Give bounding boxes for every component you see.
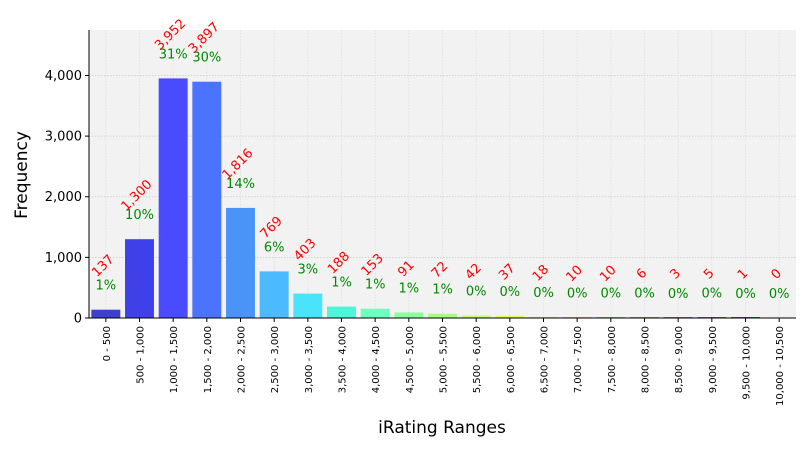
y-axis-title: Frequency <box>12 131 32 219</box>
x-tick-label: 10,000 - 10,500 <box>775 326 786 406</box>
bar <box>529 316 558 318</box>
percent-label: 0% <box>533 286 554 301</box>
percent-label: 0% <box>500 285 521 300</box>
bar <box>293 293 323 318</box>
x-tick-label: 8,000 - 8,500 <box>641 326 652 393</box>
x-axis-title: iRating Ranges <box>378 418 506 438</box>
percent-label: 1% <box>365 278 386 293</box>
percent-label: 0% <box>601 286 622 301</box>
x-tick-label: 6,000 - 6,500 <box>506 326 517 393</box>
y-tick-label: 0 <box>74 312 82 327</box>
x-axis: 0 - 500 500 - 1,000 1,000 - 1,500 1,500 - 2… <box>89 317 796 406</box>
percent-label: 1% <box>399 281 420 296</box>
percent-label: 1% <box>96 279 117 294</box>
x-tick-label: 1,000 - 1,500 <box>169 326 180 393</box>
bar <box>394 312 424 318</box>
y-tick-label: 3,000 <box>45 130 82 145</box>
percent-label: 0% <box>702 287 723 302</box>
y-tick-label: 4,000 <box>45 69 82 84</box>
bar <box>226 207 255 318</box>
percent-label: 0% <box>567 286 588 301</box>
bar <box>192 81 222 318</box>
x-tick-label: 5,500 - 6,000 <box>472 326 483 393</box>
x-tick-label: 2,500 - 3,000 <box>270 326 281 393</box>
bar <box>259 271 289 318</box>
y-tick-label: 1,000 <box>45 251 82 266</box>
percent-label: 1% <box>331 276 352 291</box>
x-tick-label: 7,500 - 8,000 <box>607 326 618 393</box>
percent-label: 6% <box>264 240 285 255</box>
percent-label: 3% <box>298 263 319 278</box>
bar <box>360 308 390 318</box>
x-tick-label: 9,500 - 10,000 <box>742 326 753 400</box>
x-tick-label: 500 - 1,000 <box>136 326 147 384</box>
percent-label: 31% <box>159 47 188 62</box>
bar <box>428 313 457 318</box>
percent-label: 0% <box>668 287 689 302</box>
percent-label: 30% <box>192 51 221 66</box>
x-tick-label: 1,500 - 2,000 <box>203 326 214 393</box>
x-tick-label: 5,000 - 5,500 <box>439 326 450 393</box>
bar <box>158 78 188 318</box>
x-tick-label: 4,500 - 5,000 <box>405 326 416 393</box>
x-tick-label: 0 - 500 <box>102 326 113 361</box>
bar <box>495 315 525 318</box>
bar <box>91 309 121 318</box>
percent-label: 14% <box>226 177 255 192</box>
percent-label: 0% <box>735 287 756 302</box>
bar <box>125 239 154 318</box>
x-tick-label: 3,000 - 3,500 <box>304 326 315 393</box>
x-tick-label: 6,500 - 7,000 <box>540 326 551 393</box>
x-tick-label: 9,000 - 9,500 <box>708 326 719 393</box>
bar <box>327 306 356 318</box>
percent-label: 1% <box>432 283 453 298</box>
percent-label: 0% <box>634 287 655 302</box>
percent-label: 0% <box>466 284 487 299</box>
y-axis: 0 1,000 2,000 3,000 4,000 <box>45 30 90 327</box>
x-tick-label: 4,000 - 4,500 <box>371 326 382 393</box>
data-labels: 1%13710%1,30031%3,95230%3,89714%1,8166%7… <box>89 16 789 302</box>
bar <box>461 315 491 318</box>
percent-label: 0% <box>769 287 790 302</box>
percent-label: 10% <box>125 208 154 223</box>
x-tick-label: 3,500 - 4,000 <box>338 326 349 393</box>
x-tick-label: 2,000 - 2,500 <box>237 326 248 393</box>
bars <box>91 78 760 318</box>
y-tick-label: 2,000 <box>45 190 82 205</box>
x-tick-label: 8,500 - 9,000 <box>674 326 685 393</box>
x-tick-label: 7,000 - 7,500 <box>573 326 584 393</box>
